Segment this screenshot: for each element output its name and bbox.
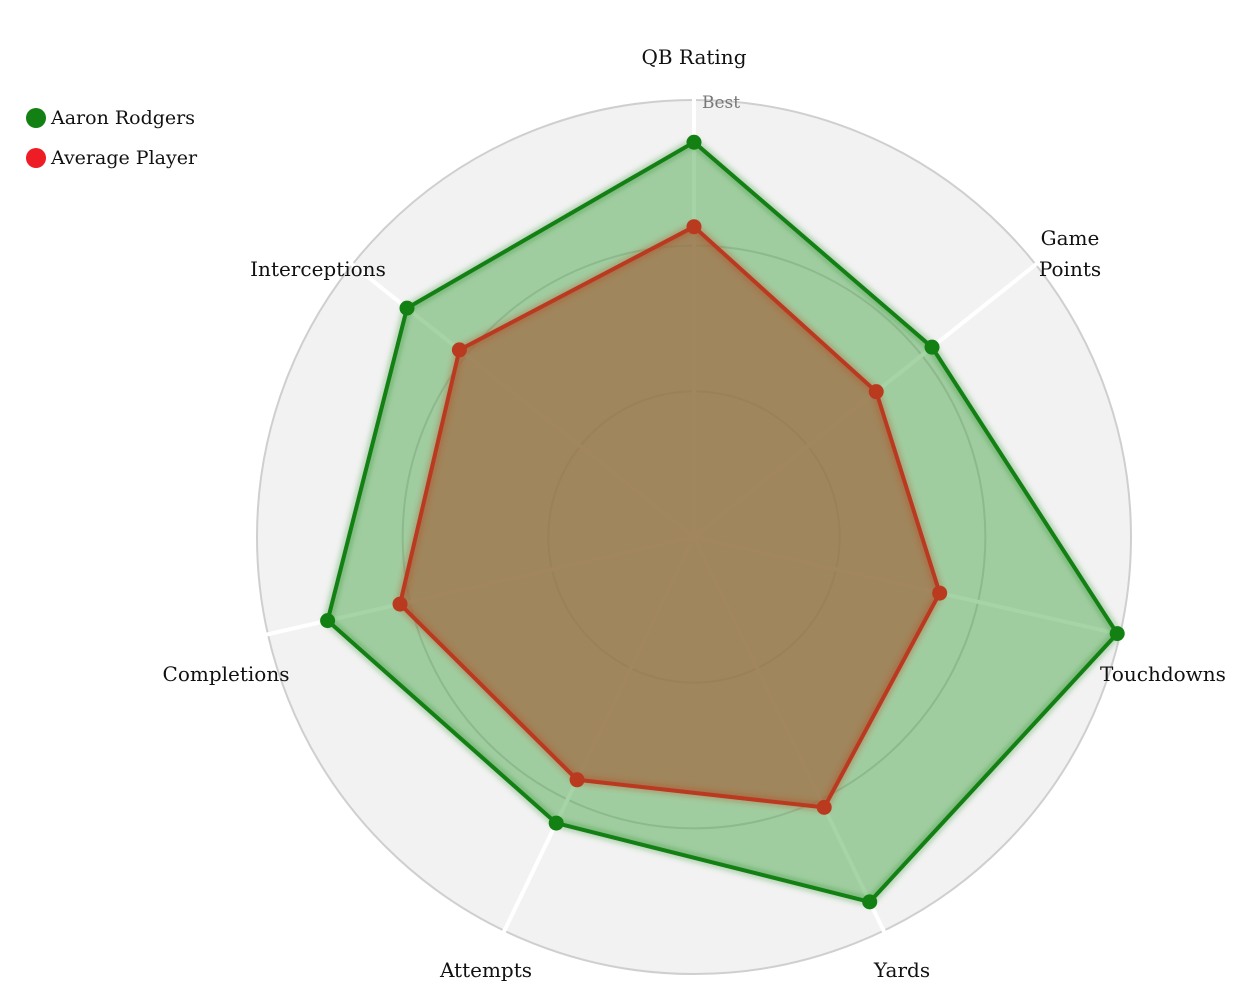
data-point[interactable] — [320, 613, 336, 629]
series-area — [400, 226, 940, 808]
axis-label: Yards — [873, 958, 930, 982]
axis-label: Completions — [163, 662, 290, 686]
data-point[interactable] — [548, 815, 564, 831]
axis-label: Touchdowns — [1100, 662, 1226, 686]
axis-label: Interceptions — [250, 257, 386, 281]
data-point[interactable] — [686, 134, 702, 150]
legend-swatch — [26, 148, 46, 168]
data-point[interactable] — [569, 772, 585, 788]
axis-labels: QB Rating Game Points Touchdowns Yards Attemp… — [163, 45, 1226, 982]
series-line — [325, 140, 1120, 904]
data-point[interactable] — [816, 799, 832, 815]
series-line — [398, 224, 942, 810]
legend-label: Average Player — [51, 147, 198, 169]
data-point[interactable] — [392, 596, 408, 612]
legend-item[interactable]: Aaron Rodgers — [26, 98, 197, 138]
data-point[interactable] — [924, 339, 940, 355]
data-point[interactable] — [399, 300, 415, 316]
data-point[interactable] — [686, 219, 702, 235]
data-point[interactable] — [932, 585, 948, 601]
legend-swatch — [26, 108, 46, 128]
data-point[interactable] — [862, 894, 878, 910]
data-point[interactable] — [868, 384, 884, 400]
legend-label: Aaron Rodgers — [51, 107, 195, 129]
radar-series — [320, 134, 1125, 910]
data-point[interactable] — [1109, 626, 1125, 642]
axis-label: Attempts — [439, 958, 532, 982]
scale-max-label: Best — [702, 93, 740, 113]
legend-item[interactable]: Average Player — [26, 138, 197, 178]
legend: Aaron Rodgers Average Player — [26, 98, 197, 178]
axis-label: QB Rating — [641, 45, 746, 69]
series-group — [392, 219, 948, 815]
data-point[interactable] — [451, 342, 467, 358]
axis-label: Game Points — [1039, 226, 1101, 281]
